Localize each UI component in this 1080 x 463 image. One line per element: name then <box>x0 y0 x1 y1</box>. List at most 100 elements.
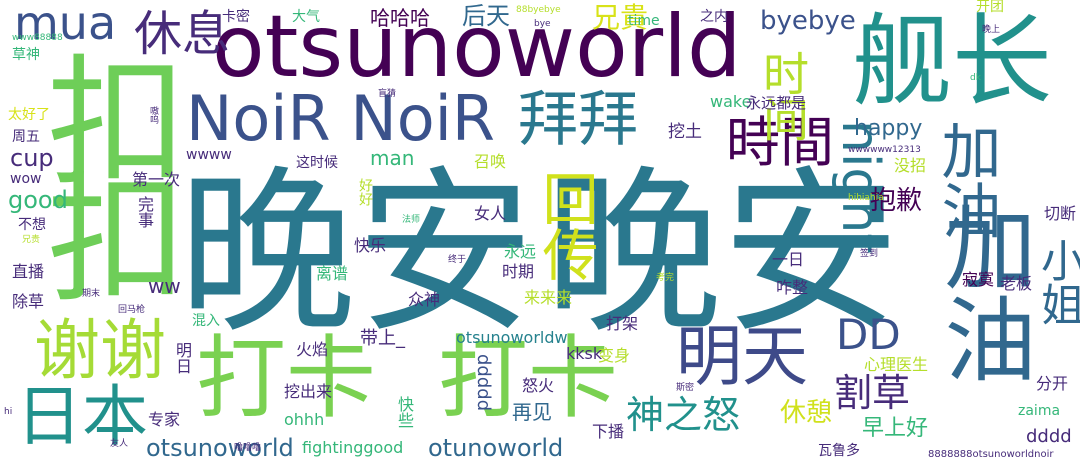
word: 卡密 <box>222 9 250 25</box>
word: 混入 <box>192 313 220 329</box>
word: 再见 <box>512 400 552 424</box>
word: 法师 <box>402 215 421 225</box>
word: mua <box>14 0 117 50</box>
word: 88byebye <box>516 5 561 15</box>
word: 打卡 <box>438 326 618 431</box>
word: 噜噜噜 <box>234 443 262 453</box>
word: 女人 <box>474 204 507 223</box>
word: 晚安 <box>178 150 534 357</box>
word: 晚安 <box>544 150 900 357</box>
word: 時間 <box>726 111 834 174</box>
word: 嗷呜 <box>148 106 158 124</box>
word: 友人 <box>110 439 129 449</box>
word: ww <box>148 274 181 298</box>
word: 来来来 <box>524 288 573 307</box>
word: time <box>628 13 660 29</box>
word: 瓦鲁多 <box>818 443 860 459</box>
word: DD <box>836 310 901 359</box>
word: 火焰 <box>296 340 329 359</box>
word: 晚上 <box>982 25 1001 35</box>
word: 切断 <box>1044 204 1077 223</box>
word: 寂寞 <box>962 270 995 289</box>
word: 众神 <box>408 290 441 309</box>
word: 谢谢 <box>34 312 166 389</box>
word: www88888 <box>12 33 63 43</box>
word: 时期 <box>502 262 535 281</box>
word: wwww <box>186 147 232 163</box>
word: 考完 <box>656 273 675 283</box>
word: 期末 <box>82 289 101 299</box>
word: 怒火 <box>522 376 555 395</box>
word: 时间 <box>756 50 810 142</box>
word: 割草 <box>834 371 911 415</box>
word: good <box>8 186 68 214</box>
word: zaima <box>1018 403 1061 419</box>
word: 回马枪 <box>118 305 146 315</box>
word: 离谱 <box>316 264 349 283</box>
word: 扣 <box>23 48 186 188</box>
word: otsunoworld <box>146 434 294 462</box>
word: 神之怒 <box>626 393 741 437</box>
word: 老板 <box>1000 274 1033 293</box>
word: 舰长 <box>852 3 1052 120</box>
word: 兄贵 <box>22 235 41 245</box>
word: 一日 <box>772 250 805 269</box>
word: 带上_ <box>360 328 405 349</box>
word: 加油 <box>929 200 1036 384</box>
word: 明天 <box>676 318 808 395</box>
word: 早上好 <box>862 416 929 441</box>
word: 心理医生 <box>864 355 929 374</box>
word: 签到 <box>860 249 879 259</box>
word: 下播 <box>592 422 625 441</box>
word: 加油 <box>931 120 1001 240</box>
word: 没招 <box>894 156 927 175</box>
word: 休憩 <box>780 398 833 428</box>
word: dddd <box>1026 426 1072 447</box>
word: 草神 <box>12 47 40 63</box>
word: 终于 <box>448 255 467 265</box>
word: 后天 <box>462 2 510 30</box>
word: man <box>370 146 415 170</box>
word: wow <box>10 171 42 187</box>
word: 休息 <box>134 6 231 62</box>
word: 之内 <box>700 9 728 25</box>
word: 不想 <box>18 217 46 233</box>
word: 召唤 <box>474 152 507 171</box>
word: 周五 <box>12 129 40 145</box>
word: 完事 <box>135 196 154 228</box>
word: 永远都是 <box>746 94 807 112</box>
word: 快乐 <box>354 236 387 255</box>
word: 专家 <box>148 410 181 429</box>
word: byebye <box>760 6 856 36</box>
word: wake <box>710 92 752 111</box>
word: night <box>830 120 890 254</box>
word: 除草 <box>12 292 45 311</box>
word: 挖土 <box>668 122 702 142</box>
word: NoiR NoiR <box>186 82 495 155</box>
word: 回传 <box>533 170 598 282</box>
word: 斯密 <box>676 383 695 393</box>
word: 小姐 <box>1033 238 1080 326</box>
word: 盲猜 <box>378 89 397 99</box>
word: 开团 <box>976 0 1004 15</box>
word: 拜拜 <box>518 85 638 155</box>
word: 这时候 <box>296 155 338 171</box>
word: 兄貴 <box>592 1 649 34</box>
word: 日本 <box>16 378 148 455</box>
word: fightinggood <box>302 438 404 457</box>
word: 哈哈哈 <box>370 6 430 30</box>
word: 8888888otsunoworldnoir <box>928 449 1054 460</box>
word: kksk <box>566 344 603 363</box>
word: hihiahia <box>848 193 884 203</box>
word: otsunoworldw <box>456 328 568 347</box>
word: 变身 <box>598 346 631 365</box>
word: ohhh <box>284 410 325 429</box>
word: otunoworld <box>428 434 564 462</box>
word: 分开 <box>1036 374 1069 393</box>
word: hi <box>4 407 13 417</box>
word: dk <box>970 73 981 83</box>
word: 挖出来 <box>284 382 333 401</box>
word: 扣 <box>23 165 186 305</box>
word: 打卡 <box>196 326 376 431</box>
